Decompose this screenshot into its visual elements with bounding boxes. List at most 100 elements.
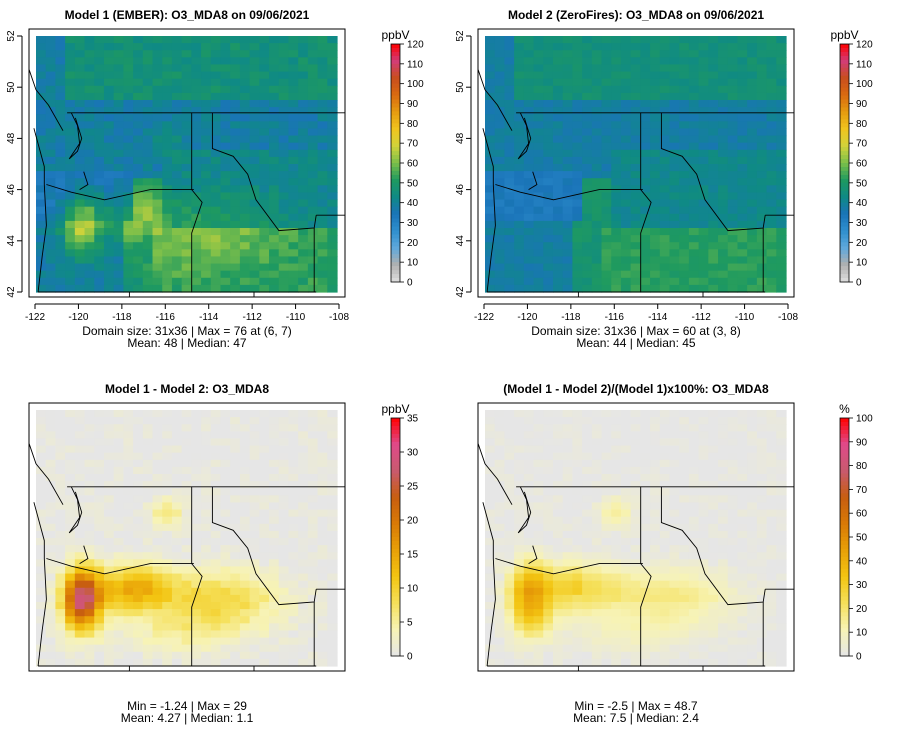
grid-cell	[269, 57, 280, 66]
grid-cell	[611, 495, 622, 504]
grid-cell	[74, 566, 86, 575]
grid-cell	[201, 142, 212, 151]
grid-cell	[230, 545, 241, 553]
grid-cell	[659, 57, 671, 66]
grid-cell	[239, 199, 251, 208]
grid-cell	[679, 587, 690, 596]
grid-cell	[269, 438, 280, 447]
grid-cell	[747, 220, 758, 229]
grid-cell	[278, 445, 290, 454]
grid-cell	[84, 530, 95, 539]
grid-cell	[533, 213, 544, 222]
grid-cell	[84, 644, 95, 653]
grid-cell	[504, 164, 515, 172]
grid-cell	[640, 459, 651, 468]
grid-cell	[142, 459, 154, 468]
grid-cell	[659, 530, 671, 539]
grid-cell	[191, 149, 202, 158]
grid-cell	[239, 142, 251, 151]
grid-cell	[103, 149, 115, 158]
grid-cell	[220, 609, 231, 617]
grid-cell	[620, 156, 632, 165]
grid-cell	[298, 438, 309, 447]
grid-cell	[776, 609, 787, 617]
grid-cell	[688, 85, 700, 94]
grid-cell	[708, 128, 719, 137]
grid-cell	[591, 114, 603, 122]
grid-cell	[278, 530, 290, 539]
grid-cell	[152, 644, 163, 653]
grid-cell	[708, 630, 719, 639]
grid-cell	[485, 107, 496, 115]
colorbar-swatch	[840, 489, 849, 494]
grid-cell	[317, 85, 328, 94]
grid-cell	[210, 114, 222, 122]
grid-cell	[210, 623, 222, 632]
grid-cell	[278, 71, 290, 80]
grid-cell	[278, 552, 290, 560]
grid-cell	[327, 559, 338, 568]
grid-cell	[181, 220, 192, 229]
grid-cell	[55, 114, 66, 122]
grid-cell	[269, 417, 280, 425]
grid-cell	[718, 658, 729, 667]
grid-cell	[669, 538, 680, 546]
grid-cell	[181, 57, 192, 66]
grid-cell	[278, 121, 290, 130]
grid-cell	[562, 559, 573, 568]
grid-cell	[620, 530, 632, 539]
grid-cell	[756, 566, 768, 575]
grid-cell	[533, 602, 544, 610]
x-tick-label: -108	[329, 312, 349, 323]
grid-cell	[630, 417, 641, 425]
grid-cell	[162, 580, 173, 589]
grid-cell	[36, 192, 47, 201]
grid-cell	[65, 502, 76, 511]
grid-cell	[45, 36, 57, 44]
grid-cell	[727, 559, 739, 568]
colorbar-swatch	[840, 250, 849, 255]
grid-cell	[485, 651, 496, 660]
grid-cell	[103, 566, 115, 575]
colorbar-swatch	[391, 79, 400, 85]
grid-cell	[533, 438, 544, 447]
grid-cell	[504, 249, 515, 258]
grid-cell	[766, 128, 777, 137]
grid-cell	[708, 651, 719, 660]
grid-cell	[611, 509, 622, 518]
grid-cell	[269, 185, 280, 194]
grid-cell	[249, 637, 260, 646]
grid-cell	[84, 474, 95, 482]
grid-cell	[220, 92, 231, 101]
grid-cell	[504, 466, 515, 475]
grid-cell	[708, 36, 719, 44]
grid-cell	[630, 452, 641, 461]
grid-cell	[718, 559, 729, 568]
grid-cell	[523, 199, 535, 208]
grid-cell	[249, 630, 260, 639]
grid-cell	[317, 644, 328, 653]
colorbar-swatch	[840, 445, 849, 451]
grid-cell	[514, 100, 525, 108]
grid-cell	[133, 171, 144, 179]
grid-cell	[327, 630, 338, 639]
grid-cell	[679, 128, 690, 137]
grid-cell	[776, 516, 787, 525]
grid-cell	[659, 50, 671, 58]
grid-cell	[288, 114, 299, 122]
colorbar-swatch	[391, 99, 400, 104]
grid-cell	[133, 658, 144, 667]
colorbar-swatch	[840, 453, 849, 459]
grid-cell	[747, 128, 758, 137]
grid-cell	[552, 36, 564, 44]
grid-cell	[562, 587, 573, 596]
grid-cell	[317, 587, 328, 596]
grid-cell	[533, 199, 544, 208]
grid-cell	[747, 171, 758, 179]
grid-cell	[36, 57, 47, 66]
colorbar-swatch	[391, 620, 400, 625]
grid-cell	[65, 417, 76, 425]
grid-cell	[327, 658, 338, 667]
grid-cell	[756, 424, 768, 432]
grid-cell	[103, 488, 115, 496]
